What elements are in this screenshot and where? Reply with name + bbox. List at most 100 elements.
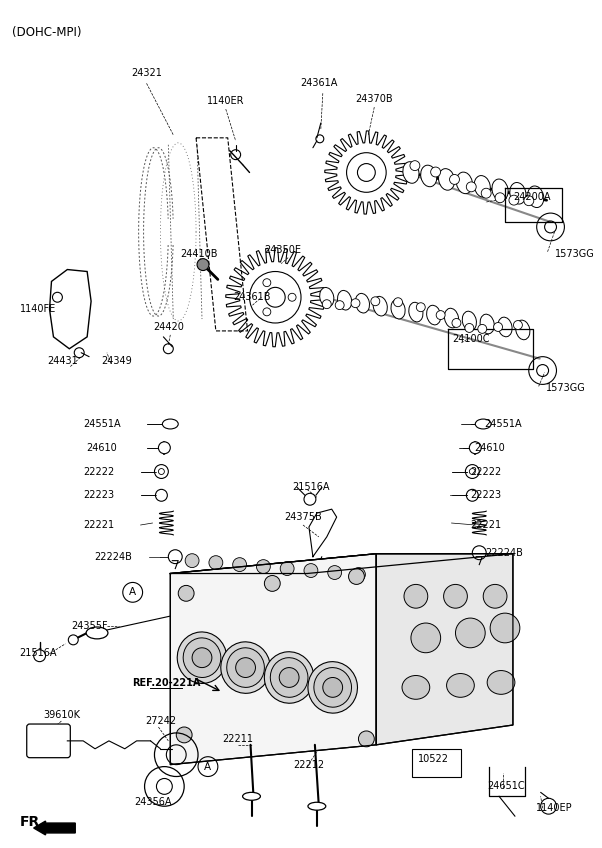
Circle shape xyxy=(169,550,182,564)
Circle shape xyxy=(411,623,441,653)
Polygon shape xyxy=(170,554,513,573)
Ellipse shape xyxy=(421,165,437,187)
Circle shape xyxy=(185,554,199,567)
Text: 22212: 22212 xyxy=(293,760,324,770)
Text: A: A xyxy=(129,588,136,597)
Text: 24349: 24349 xyxy=(102,355,132,365)
Text: 22223: 22223 xyxy=(470,490,501,500)
Circle shape xyxy=(490,613,520,643)
Text: 24200A: 24200A xyxy=(513,192,550,202)
Ellipse shape xyxy=(402,676,430,700)
Circle shape xyxy=(483,584,507,608)
Text: 24551A: 24551A xyxy=(83,419,121,429)
Circle shape xyxy=(176,727,192,743)
Ellipse shape xyxy=(314,667,352,707)
Ellipse shape xyxy=(183,638,221,678)
Polygon shape xyxy=(170,554,376,765)
Circle shape xyxy=(456,618,485,648)
Ellipse shape xyxy=(243,792,261,801)
Circle shape xyxy=(178,585,194,601)
Text: 24321: 24321 xyxy=(131,69,162,79)
Ellipse shape xyxy=(86,627,108,639)
Text: 21516A: 21516A xyxy=(19,648,57,658)
Ellipse shape xyxy=(456,172,473,193)
Ellipse shape xyxy=(509,195,519,205)
Circle shape xyxy=(280,561,294,576)
Text: 21516A: 21516A xyxy=(292,483,330,493)
Text: 1140ER: 1140ER xyxy=(207,96,244,106)
Ellipse shape xyxy=(527,186,544,208)
Circle shape xyxy=(304,564,318,577)
Circle shape xyxy=(288,293,296,301)
Circle shape xyxy=(233,558,247,572)
Circle shape xyxy=(304,494,316,505)
Ellipse shape xyxy=(498,317,512,337)
Circle shape xyxy=(263,279,271,287)
Ellipse shape xyxy=(391,299,405,319)
Text: 24610: 24610 xyxy=(474,443,505,453)
Ellipse shape xyxy=(323,678,343,697)
Circle shape xyxy=(327,566,341,579)
Text: A: A xyxy=(204,762,211,772)
Text: 24355F: 24355F xyxy=(71,621,107,631)
Ellipse shape xyxy=(478,325,487,333)
Ellipse shape xyxy=(476,419,491,429)
Text: 22221: 22221 xyxy=(470,520,501,530)
Text: 24431: 24431 xyxy=(47,355,78,365)
Ellipse shape xyxy=(465,323,474,332)
Ellipse shape xyxy=(192,648,212,667)
Text: 24410B: 24410B xyxy=(180,248,218,259)
Circle shape xyxy=(264,576,280,591)
Text: (DOHC-MPI): (DOHC-MPI) xyxy=(12,26,81,39)
Text: 24356A: 24356A xyxy=(135,797,172,807)
Ellipse shape xyxy=(308,661,358,713)
Text: 24420: 24420 xyxy=(153,322,184,332)
Text: 22221: 22221 xyxy=(84,520,114,530)
Ellipse shape xyxy=(394,298,403,307)
Text: 24361A: 24361A xyxy=(300,78,338,88)
Ellipse shape xyxy=(495,192,505,203)
Polygon shape xyxy=(49,270,91,349)
Ellipse shape xyxy=(163,419,178,429)
Polygon shape xyxy=(412,749,461,777)
Ellipse shape xyxy=(403,162,419,183)
Ellipse shape xyxy=(444,309,459,328)
Ellipse shape xyxy=(516,321,530,340)
Text: 10522: 10522 xyxy=(418,754,449,764)
FancyBboxPatch shape xyxy=(26,724,70,758)
Ellipse shape xyxy=(427,305,441,325)
Text: 22224B: 22224B xyxy=(94,552,132,561)
Ellipse shape xyxy=(452,319,461,327)
Text: 24610: 24610 xyxy=(87,443,117,453)
Ellipse shape xyxy=(227,648,264,688)
Ellipse shape xyxy=(371,297,380,306)
Text: 22222: 22222 xyxy=(84,466,114,477)
Ellipse shape xyxy=(373,296,387,316)
Ellipse shape xyxy=(510,182,526,204)
Ellipse shape xyxy=(320,287,334,307)
Text: 22222: 22222 xyxy=(470,466,501,477)
Circle shape xyxy=(68,635,78,644)
Ellipse shape xyxy=(410,160,420,170)
Ellipse shape xyxy=(481,188,491,198)
Ellipse shape xyxy=(235,658,255,678)
Text: 27242: 27242 xyxy=(145,716,176,726)
Text: 1573GG: 1573GG xyxy=(554,248,594,259)
Circle shape xyxy=(256,560,270,573)
Ellipse shape xyxy=(436,310,445,320)
Polygon shape xyxy=(376,554,513,745)
Ellipse shape xyxy=(430,167,441,177)
Text: FR.: FR. xyxy=(20,815,46,829)
Ellipse shape xyxy=(351,298,360,308)
Text: 24375B: 24375B xyxy=(284,512,322,522)
Circle shape xyxy=(352,567,365,582)
Circle shape xyxy=(209,555,223,570)
Circle shape xyxy=(358,731,374,747)
Text: 22211: 22211 xyxy=(222,734,253,744)
Circle shape xyxy=(349,568,364,584)
Circle shape xyxy=(34,650,46,661)
Ellipse shape xyxy=(335,301,344,310)
Ellipse shape xyxy=(270,658,308,697)
Ellipse shape xyxy=(462,311,476,331)
Ellipse shape xyxy=(524,196,534,206)
